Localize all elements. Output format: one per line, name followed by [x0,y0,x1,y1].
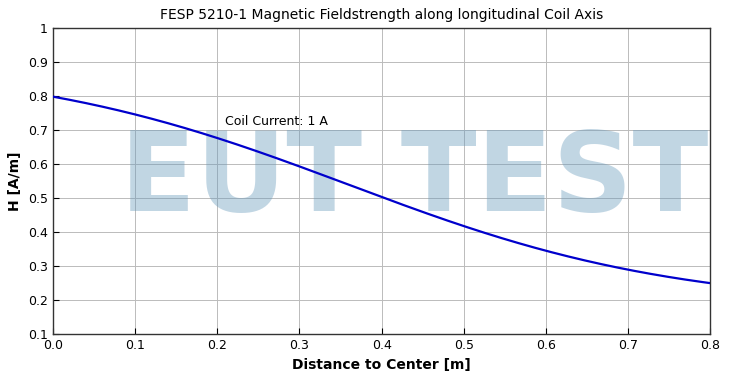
Text: EUT TEST: EUT TEST [120,127,709,234]
X-axis label: Distance to Center [m]: Distance to Center [m] [292,358,471,372]
Y-axis label: H [A/m]: H [A/m] [8,151,23,211]
Title: FESP 5210-1 Magnetic Fieldstrength along longitudinal Coil Axis: FESP 5210-1 Magnetic Fieldstrength along… [160,8,603,22]
Text: Coil Current: 1 A: Coil Current: 1 A [225,114,328,128]
